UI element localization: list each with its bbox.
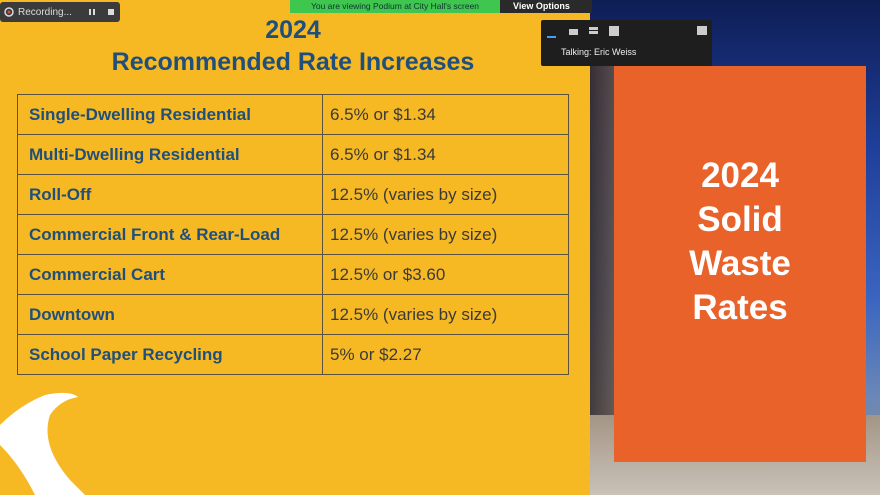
rate-category: Commercial Front & Rear-Load: [17, 214, 323, 255]
video-panel: [541, 20, 712, 66]
panel-line: 2024: [701, 156, 779, 195]
table-row: Commercial Front & Rear-Load 12.5% (varie…: [17, 214, 569, 255]
table-row: Downtown 12.5% (varies by size): [17, 294, 569, 335]
panel-line: Waste: [689, 244, 791, 283]
rate-category: Roll-Off: [17, 174, 323, 215]
rate-increase: 6.5% or $1.34: [322, 134, 569, 175]
rate-increase: 6.5% or $1.34: [322, 94, 569, 135]
rate-increase: 12.5% or $3.60: [322, 254, 569, 295]
rate-table: Single-Dwelling Residential 6.5% or $1.34…: [17, 94, 569, 375]
table-row: Roll-Off 12.5% (varies by size): [17, 174, 569, 215]
table-row: Commercial Cart 12.5% or $3.60: [17, 254, 569, 295]
recording-indicator[interactable]: Recording...: [0, 2, 120, 22]
rate-category: Multi-Dwelling Residential: [17, 134, 323, 175]
table-row: Single-Dwelling Residential 6.5% or $1.34: [17, 94, 569, 135]
slide-title: Recommended Rate Increases: [111, 48, 475, 76]
record-icon: [4, 7, 14, 17]
talking-indicator: Talking: Eric Weiss: [561, 47, 637, 57]
table-row: Multi-Dwelling Residential 6.5% or $1.34: [17, 134, 569, 175]
rate-increase: 12.5% (varies by size): [322, 214, 569, 255]
panel-line: Solid: [697, 200, 783, 239]
recording-controls: [89, 9, 114, 15]
view-options-button[interactable]: View Options: [500, 0, 592, 13]
rate-increase: 12.5% (varies by size): [322, 294, 569, 335]
rate-category: Downtown: [17, 294, 323, 335]
logo-bird: [0, 392, 85, 495]
rate-increase: 12.5% (varies by size): [322, 174, 569, 215]
rate-category: Single-Dwelling Residential: [17, 94, 323, 135]
rate-category: School Paper Recycling: [17, 334, 323, 375]
side-panel: [614, 66, 866, 462]
side-panel-text: 2024 Solid Waste Rates: [614, 154, 866, 330]
rate-increase: 5% or $2.27: [322, 334, 569, 375]
panel-line: Rates: [692, 288, 788, 327]
share-banner: You are viewing Podium at City Hall's sc…: [290, 0, 500, 13]
view-mode-icons: [547, 26, 707, 38]
recording-label: Recording...: [18, 7, 72, 18]
rate-category: Commercial Cart: [17, 254, 323, 295]
table-row: School Paper Recycling 5% or $2.27: [17, 334, 569, 375]
slide-year: 2024: [265, 16, 321, 44]
